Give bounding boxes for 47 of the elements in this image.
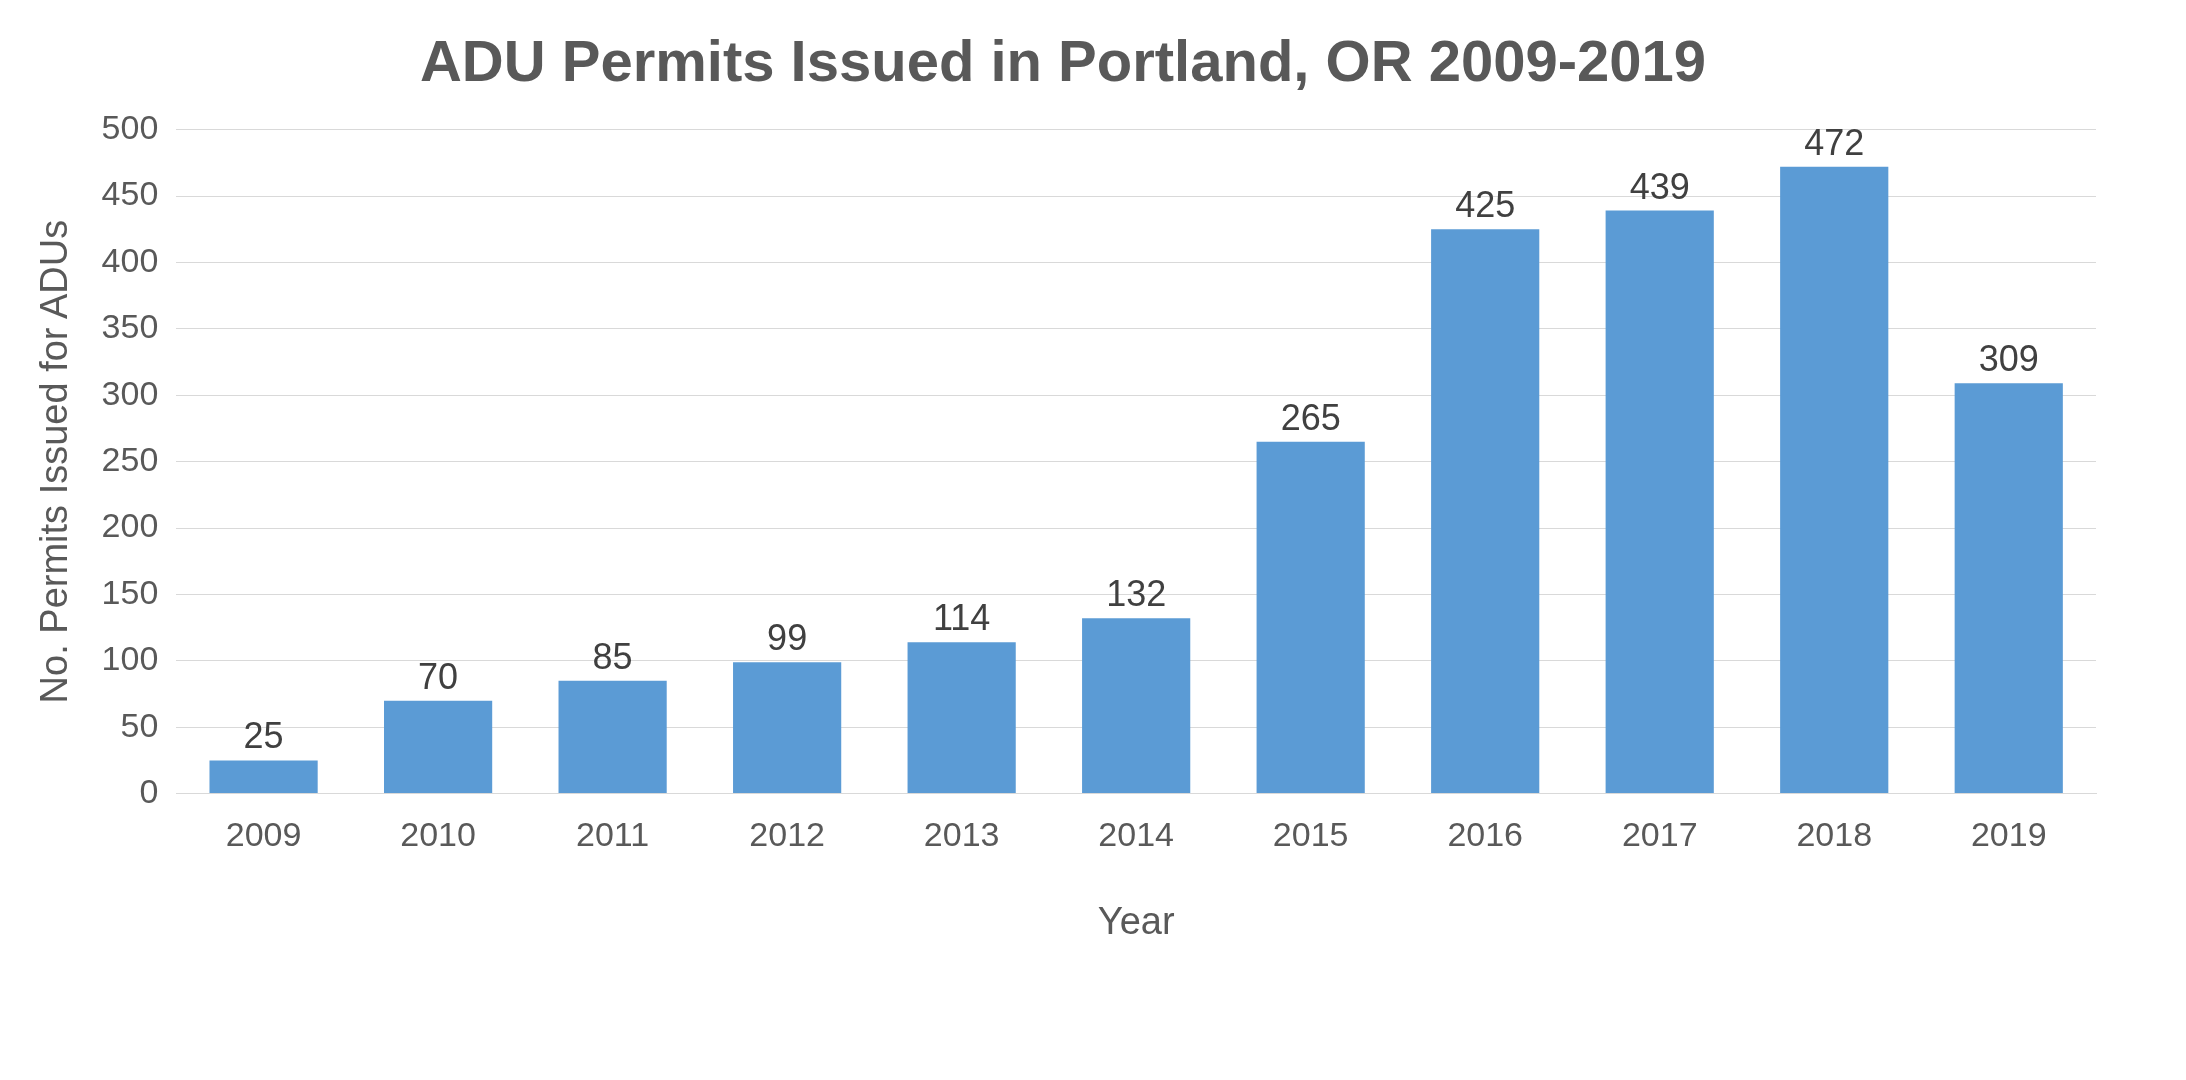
data-label: 439	[1629, 165, 1690, 207]
data-label: 132	[1106, 573, 1167, 615]
data-label: 70	[418, 655, 459, 697]
bar	[1605, 210, 1714, 794]
x-tick-label: 2009	[225, 815, 302, 854]
bar	[1256, 441, 1365, 794]
data-label: 265	[1280, 396, 1341, 438]
y-tick-label: 350	[101, 307, 159, 346]
data-label: 99	[767, 617, 808, 659]
y-tick-label: 100	[101, 639, 159, 678]
data-label: 25	[243, 715, 284, 757]
data-label: 472	[1804, 121, 1865, 163]
y-tick-label: 150	[101, 572, 159, 611]
data-label: 425	[1455, 184, 1516, 226]
bar	[1954, 383, 2063, 794]
x-tick-label: 2012	[749, 815, 825, 854]
x-tick-label: 2015	[1272, 815, 1349, 854]
y-tick-label: 250	[101, 439, 159, 478]
y-tick-label: 450	[101, 174, 159, 213]
y-tick-label: 300	[101, 373, 159, 412]
x-tick-label: 2010	[400, 815, 476, 854]
bar	[558, 680, 667, 794]
bar	[209, 760, 318, 794]
bar	[384, 700, 493, 794]
y-tick-label: 50	[120, 705, 159, 744]
bar	[1780, 166, 1889, 794]
y-tick-label: 0	[139, 771, 159, 810]
x-tick-label: 2018	[1796, 815, 1873, 854]
y-tick-label: 200	[101, 506, 159, 545]
bar	[907, 642, 1016, 794]
x-tick-label: 2016	[1447, 815, 1524, 854]
data-label: 309	[1978, 338, 2039, 380]
x-tick-label: 2017	[1621, 815, 1698, 854]
y-tick-label: 400	[101, 240, 159, 279]
data-label: 114	[932, 597, 991, 639]
data-label: 85	[592, 635, 633, 677]
chart-title: ADU Permits Issued in Portland, OR 2009-2019	[419, 27, 1707, 93]
x-axis-title: Year	[1097, 899, 1175, 942]
bar	[733, 662, 842, 794]
bar	[1082, 618, 1191, 794]
y-axis-title: No. Permits Issued for ADUs	[33, 219, 76, 704]
y-tick-label: 500	[101, 107, 159, 146]
x-tick-label: 2013	[923, 815, 1000, 854]
x-tick-label: 2011	[576, 815, 650, 854]
x-tick-label: 2014	[1098, 815, 1174, 854]
x-tick-label: 2019	[1970, 815, 2047, 854]
bar	[1431, 229, 1540, 794]
